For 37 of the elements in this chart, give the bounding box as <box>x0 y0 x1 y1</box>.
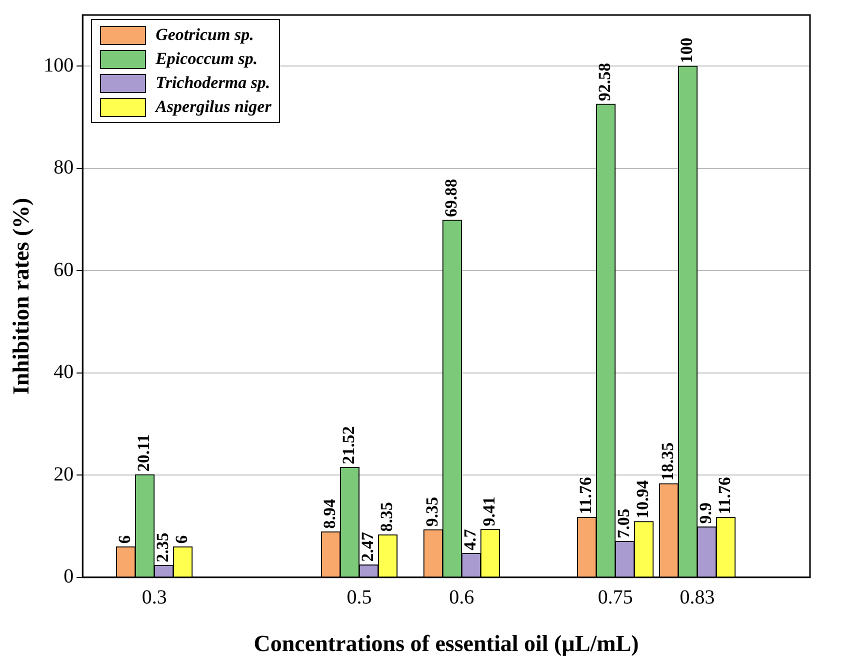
x-tick-label: 0.75 <box>598 586 633 609</box>
data-label: 10.94 <box>633 480 652 518</box>
y-tick-label: 40 <box>54 361 74 384</box>
data-label: 20.11 <box>134 434 154 472</box>
y-tick-label: 100 <box>44 54 74 76</box>
y-axis-title: Inhibition rates (%) <box>8 198 34 395</box>
data-label: 11.76 <box>576 476 596 514</box>
data-label: 2.35 <box>153 532 172 562</box>
data-label: 92.58 <box>595 62 614 102</box>
data-label: 100 <box>677 38 696 64</box>
x-tick-label: 0.3 <box>142 586 167 609</box>
data-label: 11.76 <box>715 476 734 514</box>
x-axis-title: Concentrations of essential oil (µL/mL) <box>254 631 639 656</box>
y-tick-label: 20 <box>54 463 74 486</box>
x-tick-label: 0.83 <box>680 586 715 609</box>
data-label: 9.35 <box>422 496 442 527</box>
y-tick-label: 60 <box>54 258 74 281</box>
data-label: 6 <box>115 535 134 544</box>
x-tick-label: 0.6 <box>449 586 474 609</box>
legend-label: Geotricum sp. <box>156 25 254 45</box>
data-label: 21.52 <box>339 426 358 464</box>
data-label: 6 <box>172 535 192 544</box>
y-tick-label: 80 <box>54 156 74 179</box>
data-label: 7.05 <box>614 508 634 538</box>
data-label: 8.94 <box>320 498 340 529</box>
data-label: 2.47 <box>358 532 378 562</box>
y-tick-label: 0 <box>64 566 74 588</box>
legend-label: Trichoderma sp. <box>156 73 270 93</box>
data-label: 8.35 <box>377 502 396 532</box>
legend-label: Aspergilus niger <box>156 97 272 117</box>
data-label: 69.88 <box>442 178 461 218</box>
legend-label: Epicoccum sp. <box>156 49 258 69</box>
x-tick-label: 0.5 <box>346 586 372 609</box>
data-label: 4.7 <box>460 528 480 550</box>
data-label: 9.41 <box>480 496 499 526</box>
data-label: 9.9 <box>696 502 716 524</box>
data-label: 18.35 <box>658 442 678 481</box>
